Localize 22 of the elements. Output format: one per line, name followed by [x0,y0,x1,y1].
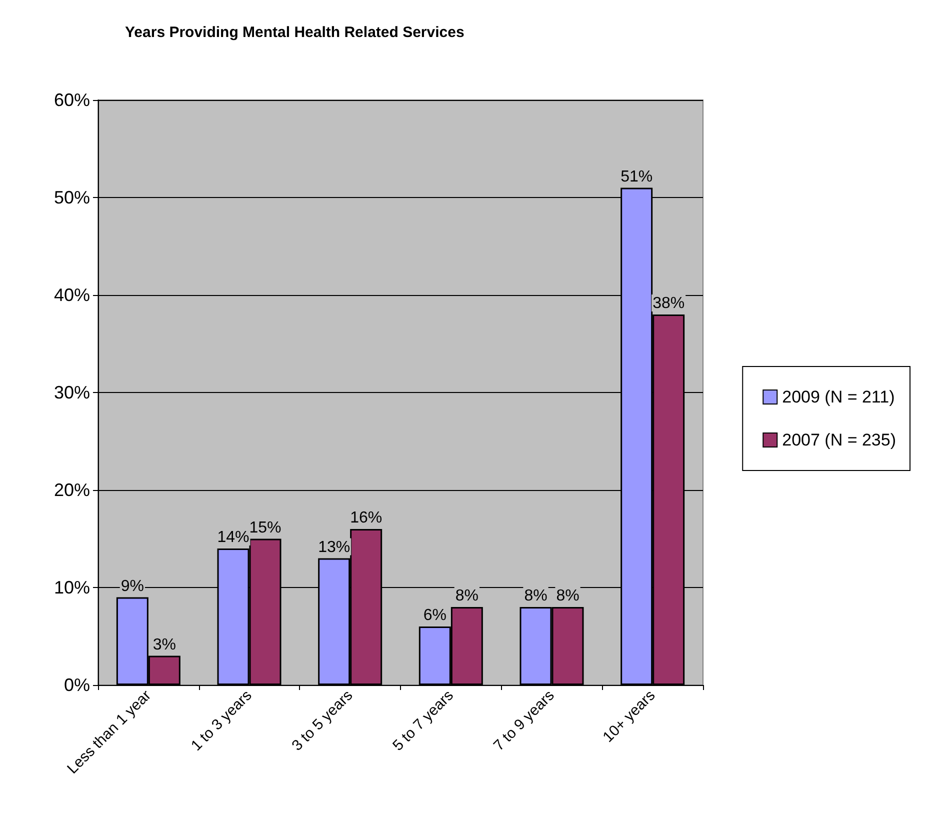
data-label: 8% [556,588,580,604]
data-label: 38% [652,295,685,312]
y-tick-label: 50% [54,188,90,208]
data-label: 9% [120,578,144,595]
y-tick-label: 30% [54,382,90,402]
y-tick-label: 60% [54,90,90,110]
y-tick-label: 10% [54,578,90,598]
data-label: 8% [524,588,548,604]
data-label: 16% [350,510,382,526]
y-tick-label: 0% [64,675,90,695]
data-label: 15% [249,519,282,536]
data-label: 51% [620,168,653,186]
data-label: 6% [423,607,446,624]
chart-title: Years Providing Mental Health Related Services [125,24,464,41]
y-tick-label: 40% [54,285,90,305]
y-tick-label: 20% [54,480,90,500]
data-label: 14% [217,529,250,546]
legend-label: 2009 (N = 211) [782,388,895,406]
data-label: 13% [318,538,350,556]
legend-label: 2007 (N = 235) [782,430,896,450]
data-label: 8% [455,588,478,604]
data-label: 3% [152,636,176,654]
